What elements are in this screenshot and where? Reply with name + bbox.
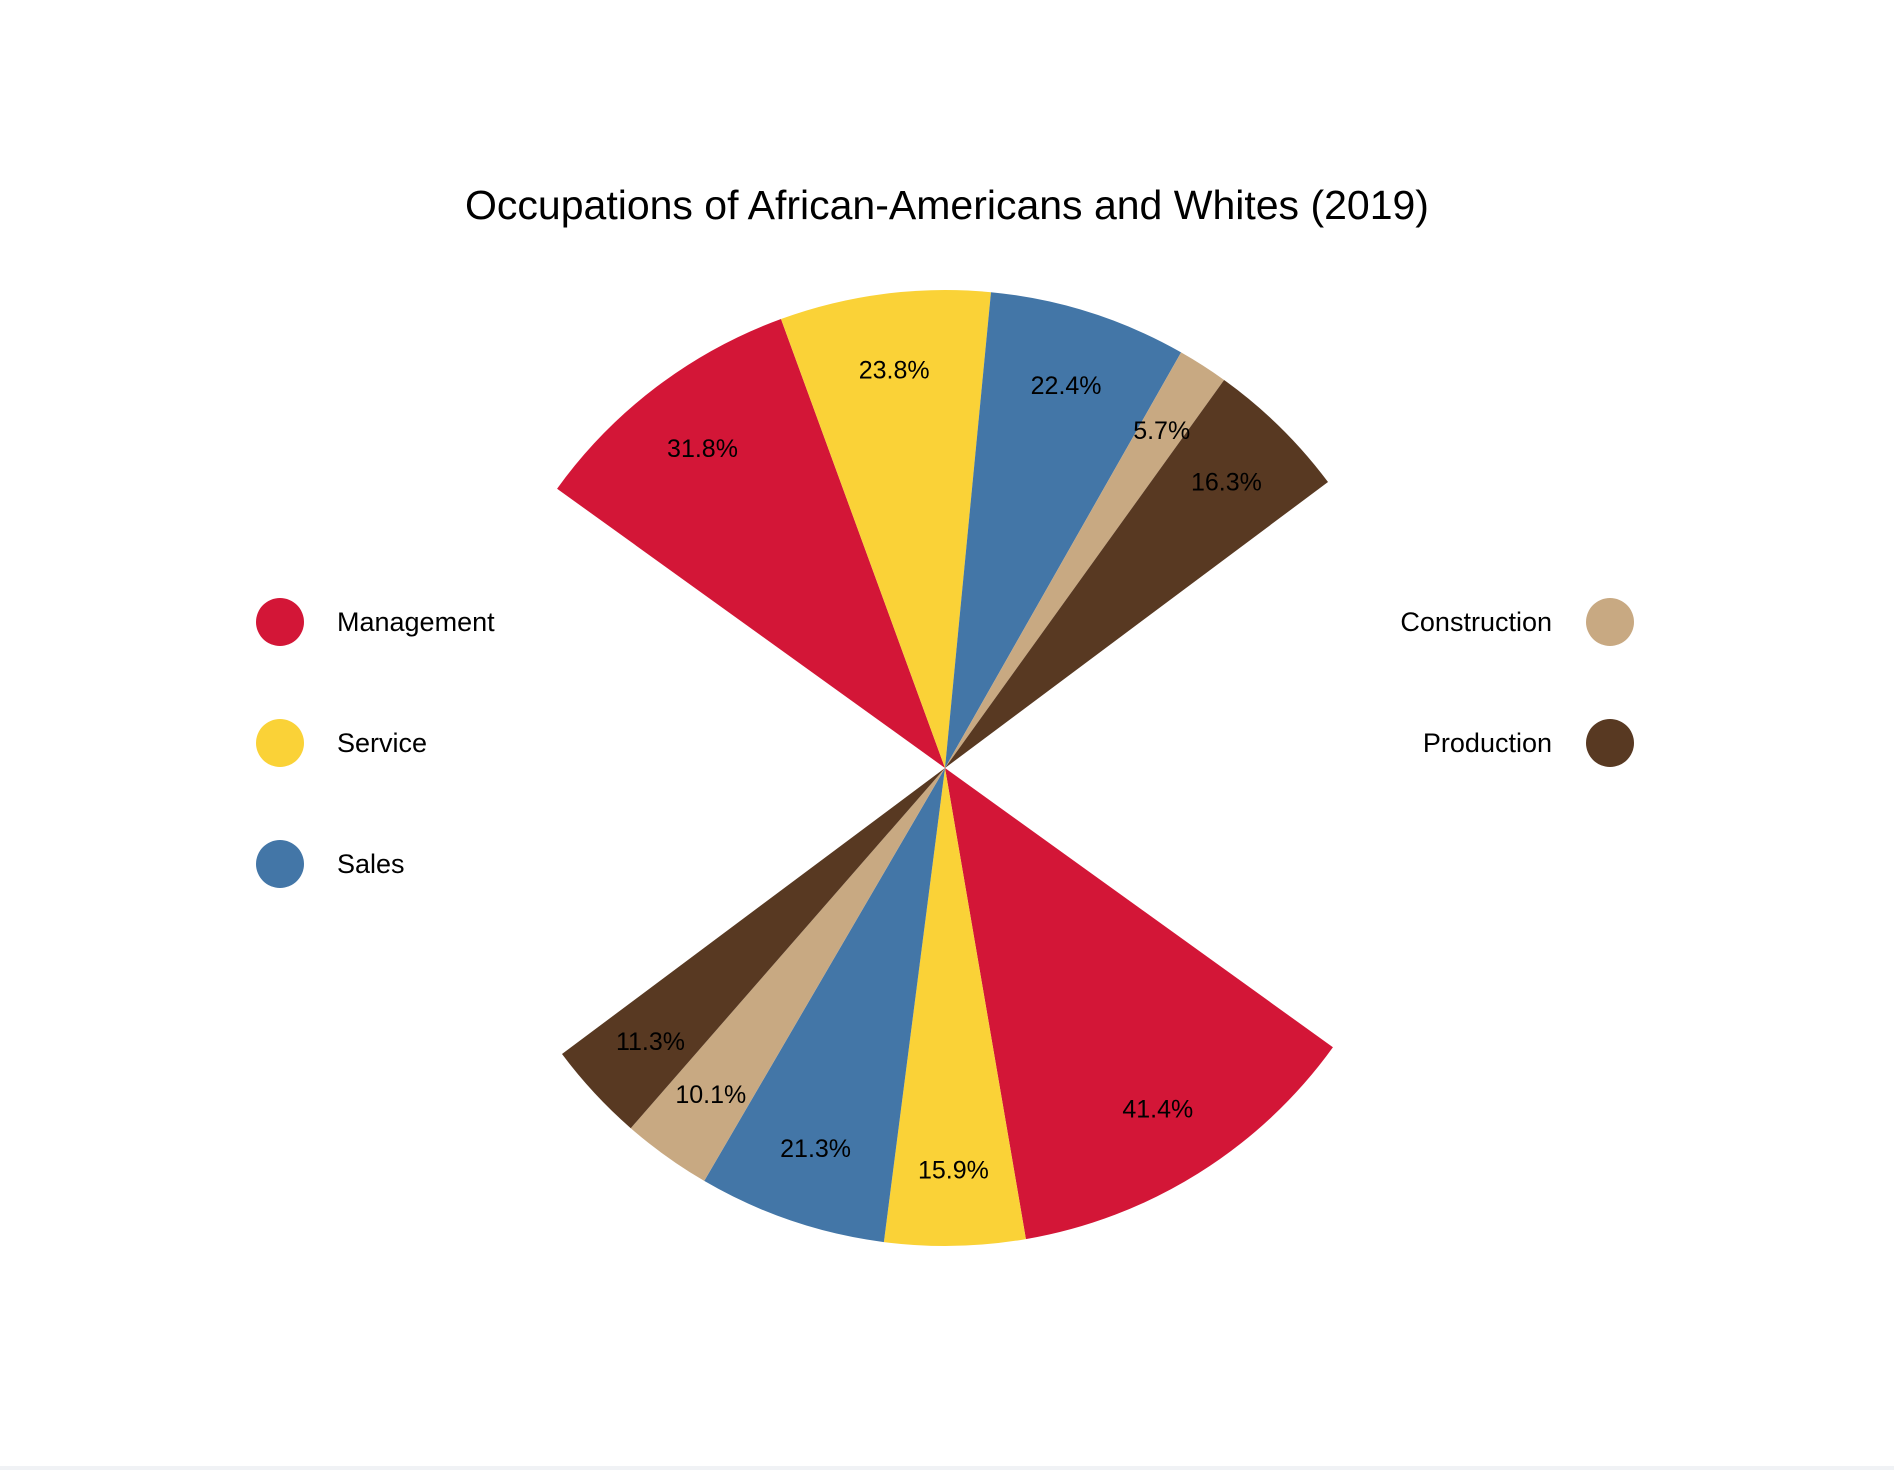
slice-top-production bbox=[945, 379, 1328, 768]
slice-label-bottom-construction: 10.1% bbox=[675, 1081, 746, 1109]
pie-labels: 31.8% 23.8% 22.4% 5.7%16.3% 41.4% 15.9% 21.3% 1… bbox=[616, 357, 1262, 1185]
slice-top-service bbox=[781, 290, 991, 768]
slice-bottom-construction bbox=[630, 768, 945, 1181]
legend-label-sales: Sales bbox=[337, 849, 405, 879]
slice-bottom-production bbox=[562, 768, 945, 1129]
legend-label-production: Production bbox=[1423, 728, 1552, 758]
legend-swatch-service bbox=[256, 719, 304, 767]
legend: Management Service Sales Construction Produc… bbox=[256, 598, 1634, 888]
slice-bottom-sales bbox=[704, 768, 945, 1243]
pie-slices bbox=[557, 290, 1333, 1247]
legend-swatch-construction bbox=[1586, 598, 1634, 646]
legend-label-management: Management bbox=[337, 607, 495, 637]
slice-label-bottom-service: 15.9% bbox=[918, 1156, 989, 1184]
slice-top-construction bbox=[945, 352, 1225, 768]
slice-label-top-sales: 22.4% bbox=[1031, 372, 1102, 400]
legend-swatch-management bbox=[256, 598, 304, 646]
bottom-divider bbox=[0, 1466, 1894, 1470]
slice-label-bottom-production: 11.3% bbox=[616, 1028, 685, 1056]
slice-bottom-service bbox=[883, 768, 1026, 1247]
slice-bottom-management bbox=[945, 768, 1333, 1240]
legend-label-construction: Construction bbox=[1400, 607, 1552, 637]
slice-label-top-production: 16.3% bbox=[1191, 469, 1262, 497]
slice-label-bottom-management: 41.4% bbox=[1122, 1096, 1193, 1124]
slice-label-top-construction: 5.7% bbox=[1133, 417, 1190, 445]
slice-label-top-service: 23.8% bbox=[859, 357, 930, 385]
slice-top-management bbox=[557, 319, 945, 768]
legend-label-service: Service bbox=[337, 728, 427, 758]
slice-label-top-management: 31.8% bbox=[667, 435, 738, 463]
slice-top-sales bbox=[945, 292, 1182, 768]
slice-label-bottom-sales: 21.3% bbox=[780, 1135, 851, 1163]
legend-swatch-sales bbox=[256, 840, 304, 888]
legend-swatch-production bbox=[1586, 719, 1634, 767]
chart-title: Occupations of African-Americans and Whi… bbox=[465, 182, 1429, 228]
